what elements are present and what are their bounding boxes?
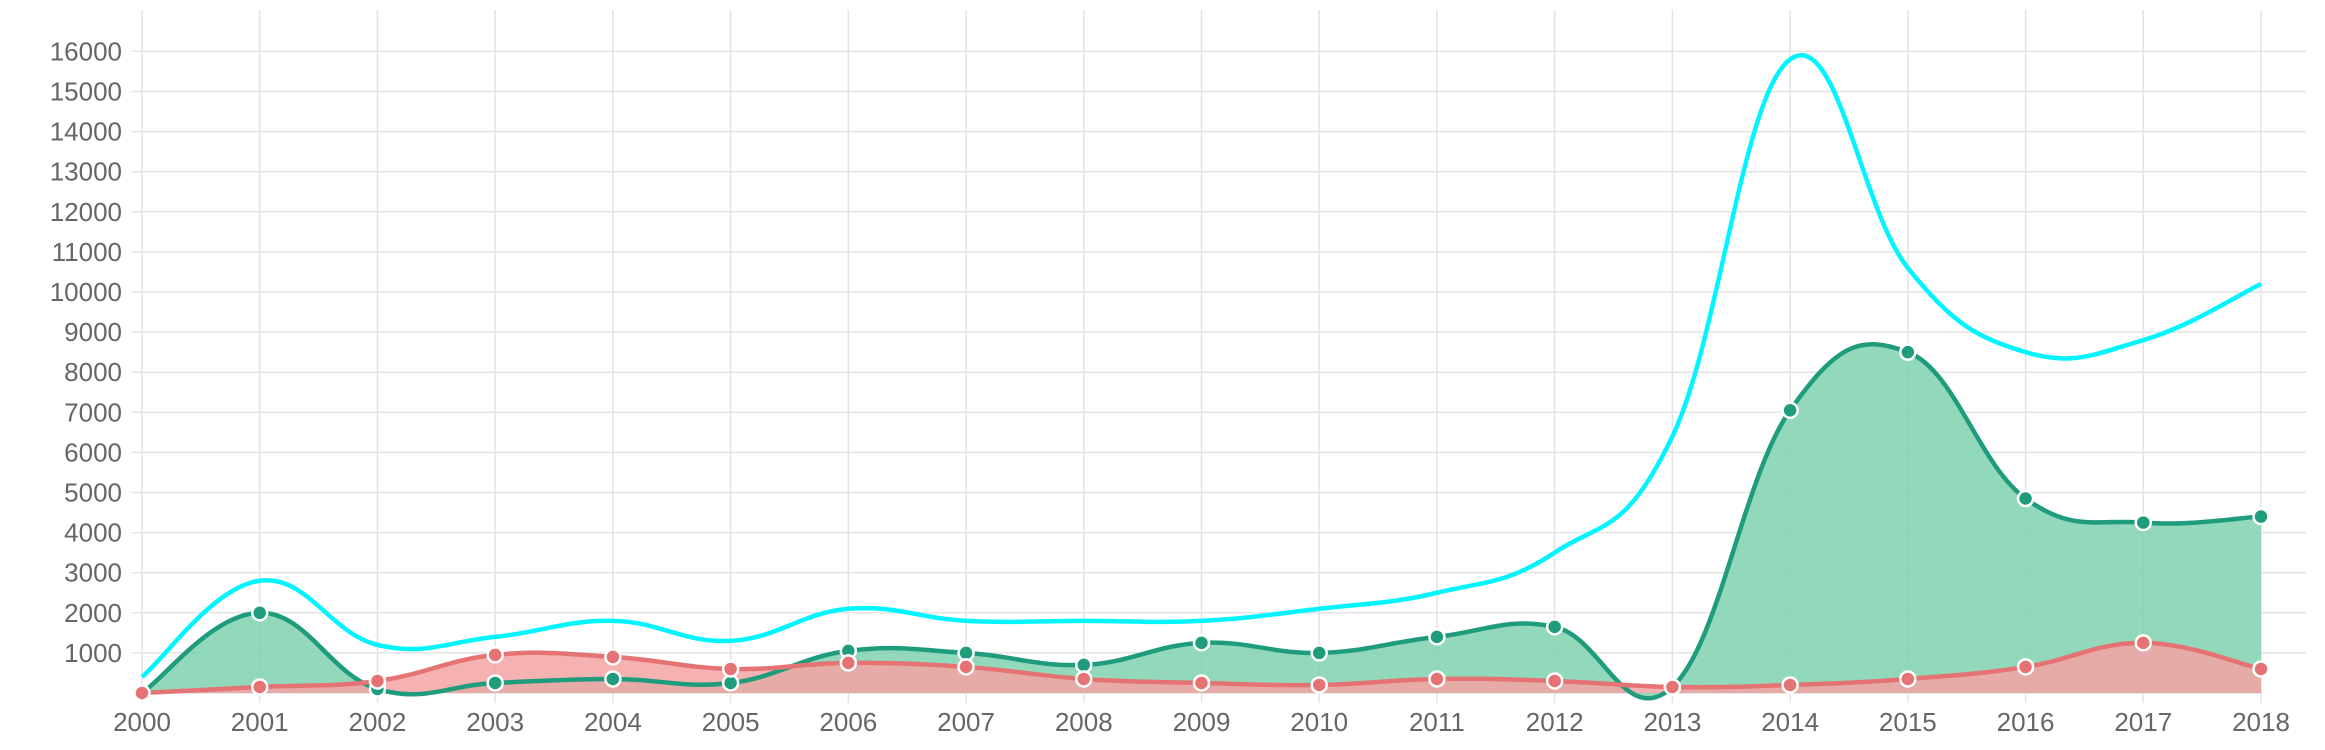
x-tick-label: 2003 <box>466 707 524 737</box>
y-tick-label: 1000 <box>64 638 122 668</box>
series-3-point-2002[interactable] <box>368 672 387 690</box>
series-3-point-2003[interactable] <box>486 646 504 664</box>
series-2-point-2004[interactable] <box>604 670 622 688</box>
series-2-point-2008[interactable] <box>1075 656 1093 674</box>
y-tick-label: 11000 <box>52 237 122 267</box>
series-3-point-2008[interactable] <box>1075 670 1093 688</box>
series-3-area <box>142 642 2261 693</box>
series-2-point-2017[interactable] <box>2134 513 2153 532</box>
x-tick-label: 2008 <box>1055 707 1113 737</box>
x-axis-tick-labels: 2000 2001 2002 2003 2004 2005 2006 2007 2008 2009… <box>113 707 2290 737</box>
series-1-line <box>140 53 2262 679</box>
x-tick-label: 2002 <box>349 707 407 737</box>
x-tick-label: 2010 <box>1290 707 1348 737</box>
series-2-point-2012[interactable] <box>1545 618 1564 636</box>
x-tick-label: 2017 <box>2114 707 2172 737</box>
y-tick-label: 3000 <box>64 558 122 588</box>
series-2-point-2016[interactable] <box>2016 489 2035 508</box>
series-2-point-2001[interactable] <box>250 604 269 622</box>
y-tick-label: 2000 <box>64 598 122 628</box>
y-tick-label: 6000 <box>64 437 122 467</box>
series-2-point-2011[interactable] <box>1428 628 1446 646</box>
series-3-point-2011[interactable] <box>1428 670 1446 688</box>
x-tick-label: 2006 <box>819 707 877 737</box>
x-tick-label: 2011 <box>1409 707 1465 737</box>
series-3-point-2009[interactable] <box>1192 674 1211 692</box>
series-2-point-2015[interactable] <box>1899 343 1917 361</box>
y-axis-tick-labels: 1000 2000 3000 4000 5000 6000 7000 8000 9000 1000… <box>50 36 122 668</box>
x-tick-label: 2012 <box>1526 707 1584 737</box>
x-tick-label: 2000 <box>113 707 171 737</box>
y-tick-label: 12000 <box>50 197 122 227</box>
data-points <box>133 343 2270 702</box>
x-tick-label: 2014 <box>1761 707 1819 737</box>
series-2-point-2003[interactable] <box>486 674 504 692</box>
y-tick-label: 10000 <box>50 277 122 307</box>
y-tick-label: 16000 <box>50 36 122 66</box>
series-3-point-2012[interactable] <box>1545 672 1564 690</box>
y-tick-label: 14000 <box>50 117 122 147</box>
x-tick-label: 2016 <box>1997 707 2055 737</box>
y-tick-label: 13000 <box>50 157 122 187</box>
series-3-point-2018[interactable] <box>2252 660 2270 678</box>
x-tick-label: 2007 <box>937 707 995 737</box>
x-tick-label: 2009 <box>1173 707 1231 737</box>
series-2-point-2005[interactable] <box>721 674 740 692</box>
x-tick-label: 2015 <box>1879 707 1937 737</box>
series-3-point-2007[interactable] <box>957 658 975 676</box>
y-tick-label: 4000 <box>64 518 122 548</box>
series-2-area <box>142 344 2261 699</box>
series-3-point-2004[interactable] <box>604 648 622 666</box>
area-fills <box>142 344 2261 699</box>
series-2-point-2018[interactable] <box>2252 507 2270 526</box>
series-3-point-2017[interactable] <box>2134 634 2153 652</box>
series-3-point-2010[interactable] <box>1310 676 1328 694</box>
series-3-point-2001[interactable] <box>250 678 269 696</box>
series-3-point-2013[interactable] <box>1663 678 1682 696</box>
y-tick-label: 8000 <box>64 357 122 387</box>
y-tick-label: 9000 <box>64 317 122 347</box>
y-tick-label: 15000 <box>50 77 122 107</box>
series-2-point-2009[interactable] <box>1192 634 1211 652</box>
series-3-point-2015[interactable] <box>1899 670 1917 688</box>
x-tick-label: 2013 <box>1643 707 1701 737</box>
series-3-point-2014[interactable] <box>1781 676 1799 694</box>
series-3-point-2005[interactable] <box>721 660 740 678</box>
series-2-point-2010[interactable] <box>1310 644 1328 662</box>
x-tick-label: 2004 <box>584 707 642 737</box>
series-3-point-2016[interactable] <box>2016 658 2035 676</box>
x-tick-label: 2018 <box>2232 707 2290 737</box>
x-tick-label: 2005 <box>702 707 760 737</box>
series-2-point-2007[interactable] <box>957 644 975 662</box>
series-2-point-2014[interactable] <box>1781 401 1799 420</box>
x-tick-label: 2001 <box>231 707 289 737</box>
series-3-point-2006[interactable] <box>839 654 858 672</box>
series-3-point-2000[interactable] <box>133 684 151 702</box>
y-tick-label: 7000 <box>64 397 122 427</box>
y-tick-label: 5000 <box>64 478 122 508</box>
